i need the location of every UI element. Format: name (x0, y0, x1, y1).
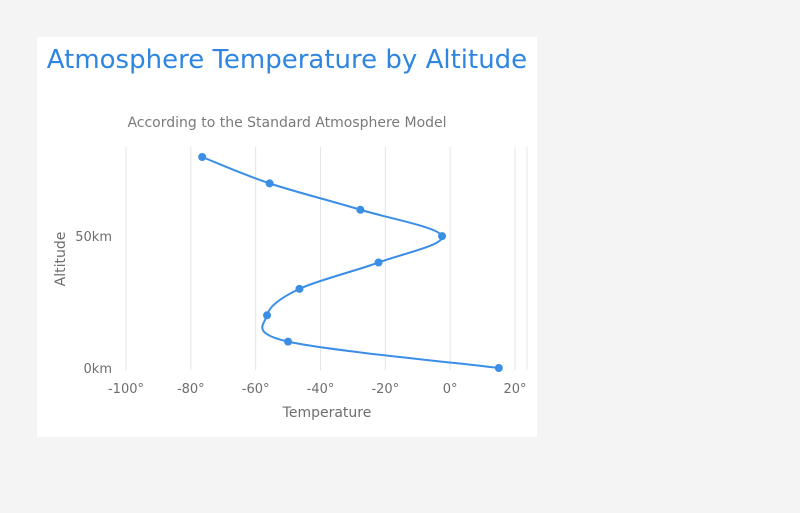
data-point (374, 258, 383, 267)
x-tick-label: 20° (503, 382, 526, 397)
y-axis-title: Altitude (53, 232, 69, 287)
chart-subtitle: According to the Standard Atmosphere Mod… (127, 115, 447, 131)
plot-area: -100° -80° -60° -40° -20° 0° 20° 0km 50km Tempera… (53, 147, 528, 421)
y-tick-label: 50km (75, 230, 112, 245)
data-point (265, 179, 274, 188)
data-point (198, 153, 207, 161)
data-point (284, 337, 293, 346)
x-tick-label: 0° (443, 382, 458, 397)
y-tick-label: 0km (84, 362, 112, 377)
series-line (201, 156, 499, 369)
data-point (295, 284, 304, 293)
x-tick-label: -80° (177, 382, 205, 397)
data-point (438, 232, 447, 241)
chart-card: Atmosphere Temperature by Altitude Accor… (37, 37, 537, 437)
data-point (494, 364, 503, 372)
x-tick-label: -20° (371, 382, 399, 397)
data-point (263, 311, 272, 320)
x-tick-label: -100° (108, 382, 144, 397)
x-axis-title: Temperature (282, 405, 372, 421)
x-tick-label: -40° (307, 382, 335, 397)
x-tick-label: -60° (242, 382, 270, 397)
data-point (356, 205, 365, 214)
chart-title: Atmosphere Temperature by Altitude (46, 45, 528, 75)
